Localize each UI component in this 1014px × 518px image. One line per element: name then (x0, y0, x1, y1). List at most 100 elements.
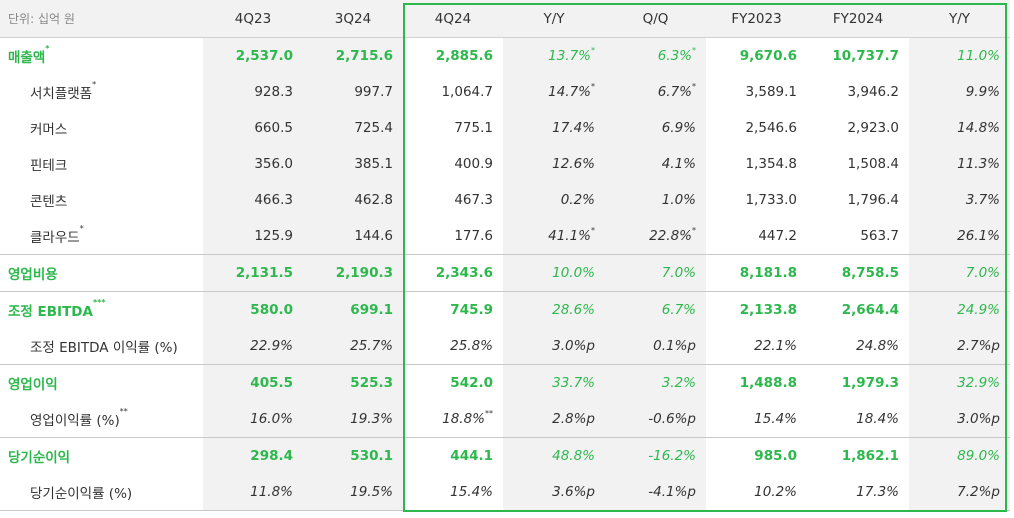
value-text: 14.7% (548, 84, 591, 100)
value-text: 11.0% (957, 48, 1000, 64)
value-cell: 2,546.6 (706, 110, 807, 146)
value-text: 2,131.5 (235, 265, 293, 281)
value-cell: 4.1% (605, 146, 706, 182)
value-cell: 928.3 (203, 74, 303, 110)
value-cell: -0.6%p (605, 401, 706, 438)
value-cell: 8,758.5 (807, 254, 909, 292)
value-text: 400.9 (454, 156, 493, 172)
value-cell: 9,670.6 (706, 38, 807, 75)
value-text: 725.4 (354, 120, 393, 136)
value-cell: 22.8%* (605, 218, 706, 255)
value-cell: 33.7% (503, 364, 605, 401)
value-cell: 444.1 (403, 437, 503, 474)
row-label: 당기순이익 (0, 437, 203, 474)
value-text: 2,190.3 (335, 265, 393, 281)
value-text: 16.0% (250, 411, 293, 427)
value-text: 3,589.1 (745, 84, 797, 100)
value-cell: 466.3 (203, 182, 303, 218)
value-text: 525.3 (350, 375, 393, 391)
value-text: 3.0%p (957, 411, 1000, 427)
value-text: 18.4% (856, 411, 899, 427)
value-text: 6.7% (661, 302, 696, 318)
row-label: 영업이익률 (%)** (0, 401, 203, 438)
value-text: 6.7% (657, 84, 692, 100)
value-cell: 6.9% (605, 110, 706, 146)
value-text: 11.8% (250, 484, 293, 500)
value-text: 25.8% (450, 338, 493, 354)
value-cell: 14.7%* (503, 74, 605, 110)
value-text: 24.8% (856, 338, 899, 354)
value-text: 9.9% (965, 84, 1000, 100)
row-label: 커머스 (0, 110, 203, 146)
value-text: 1,354.8 (745, 156, 797, 172)
row-label: 영업비용 (0, 254, 203, 292)
value-cell: 6.7% (605, 291, 706, 328)
value-text: 22.8% (649, 228, 692, 244)
table-row: 영업비용 2,131.5 2,190.3 2,343.6 10.0% 7.0% 8,181.… (0, 254, 1010, 292)
value-text: 19.3% (350, 411, 393, 427)
value-cell: 745.9 (403, 291, 503, 328)
col-header-fy2023: FY2023 (706, 0, 807, 38)
value-text: 3.2% (661, 375, 696, 391)
footnote-marker: * (45, 44, 50, 53)
footnote-marker: * (692, 46, 696, 55)
value-text: 15.4% (754, 411, 797, 427)
value-cell: 32.9% (909, 364, 1010, 401)
value-cell: -4.1%p (605, 474, 706, 511)
value-cell: 725.4 (303, 110, 403, 146)
value-cell: 1,733.0 (706, 182, 807, 218)
value-text: 467.3 (454, 192, 493, 208)
table-row: 콘텐츠 466.3 462.8 467.3 0.2% 1.0% 1,733.0 1,796.4… (0, 182, 1010, 218)
value-cell: 2,343.6 (403, 254, 503, 292)
value-text: 1,733.0 (745, 192, 797, 208)
value-text: 405.5 (250, 375, 293, 391)
value-cell: 125.9 (203, 218, 303, 255)
row-label: 콘텐츠 (0, 182, 203, 218)
col-header-4q24: 4Q24 (403, 0, 503, 38)
value-cell: 385.1 (303, 146, 403, 182)
value-cell: 580.0 (203, 291, 303, 328)
value-text: 985.0 (754, 448, 797, 464)
row-label-text: 영업이익 (8, 377, 58, 393)
value-text: 3.0%p (552, 338, 595, 354)
value-text: 7.0% (965, 265, 1000, 281)
value-cell: 2,664.4 (807, 291, 909, 328)
table-row: 당기순이익률 (%) 11.8% 19.5% 15.4% 3.6%p -4.1%p 10.2… (0, 474, 1010, 511)
value-cell: 15.4% (706, 401, 807, 438)
value-cell: 2,923.0 (807, 110, 909, 146)
value-cell: 41.1%* (503, 218, 605, 255)
value-text: -16.2% (648, 448, 696, 464)
value-text: 28.6% (552, 302, 595, 318)
value-text: 15.4% (450, 484, 493, 500)
footnote-marker: * (692, 82, 696, 91)
value-cell: 19.3% (303, 401, 403, 438)
value-text: 2,664.4 (841, 302, 899, 318)
value-cell: 13.7%* (503, 37, 605, 74)
value-text: -4.1%p (648, 484, 696, 500)
value-cell: 3.0%p (909, 401, 1010, 438)
value-cell: 24.8% (807, 328, 909, 365)
value-cell: 0.2% (503, 182, 605, 218)
value-cell: 89.0% (909, 437, 1010, 474)
value-text: 447.2 (758, 228, 797, 244)
value-text: 3,946.2 (847, 84, 899, 100)
col-header-yy-quarter: Y/Y (503, 0, 605, 38)
value-text: 22.1% (754, 338, 797, 354)
value-text: 298.4 (250, 448, 293, 464)
value-text: 2,715.6 (335, 48, 393, 64)
value-text: 10,737.7 (832, 48, 899, 64)
value-cell: 563.7 (807, 218, 909, 255)
value-text: 26.1% (957, 228, 1000, 244)
value-cell: 18.4% (807, 401, 909, 438)
value-cell: 3.6%p (503, 474, 605, 511)
value-text: 12.6% (552, 156, 595, 172)
value-text: 2,885.6 (435, 48, 493, 64)
value-text: 6.9% (661, 120, 696, 136)
value-text: 1,862.1 (841, 448, 899, 464)
table-row: 커머스 660.5 725.4 775.1 17.4% 6.9% 2,546.6 2,923.… (0, 110, 1010, 146)
col-header-4q23: 4Q23 (203, 0, 303, 38)
unit-label: 단위: 십억 원 (0, 0, 203, 38)
value-cell: 447.2 (706, 218, 807, 255)
value-cell: 11.3% (909, 146, 1010, 182)
